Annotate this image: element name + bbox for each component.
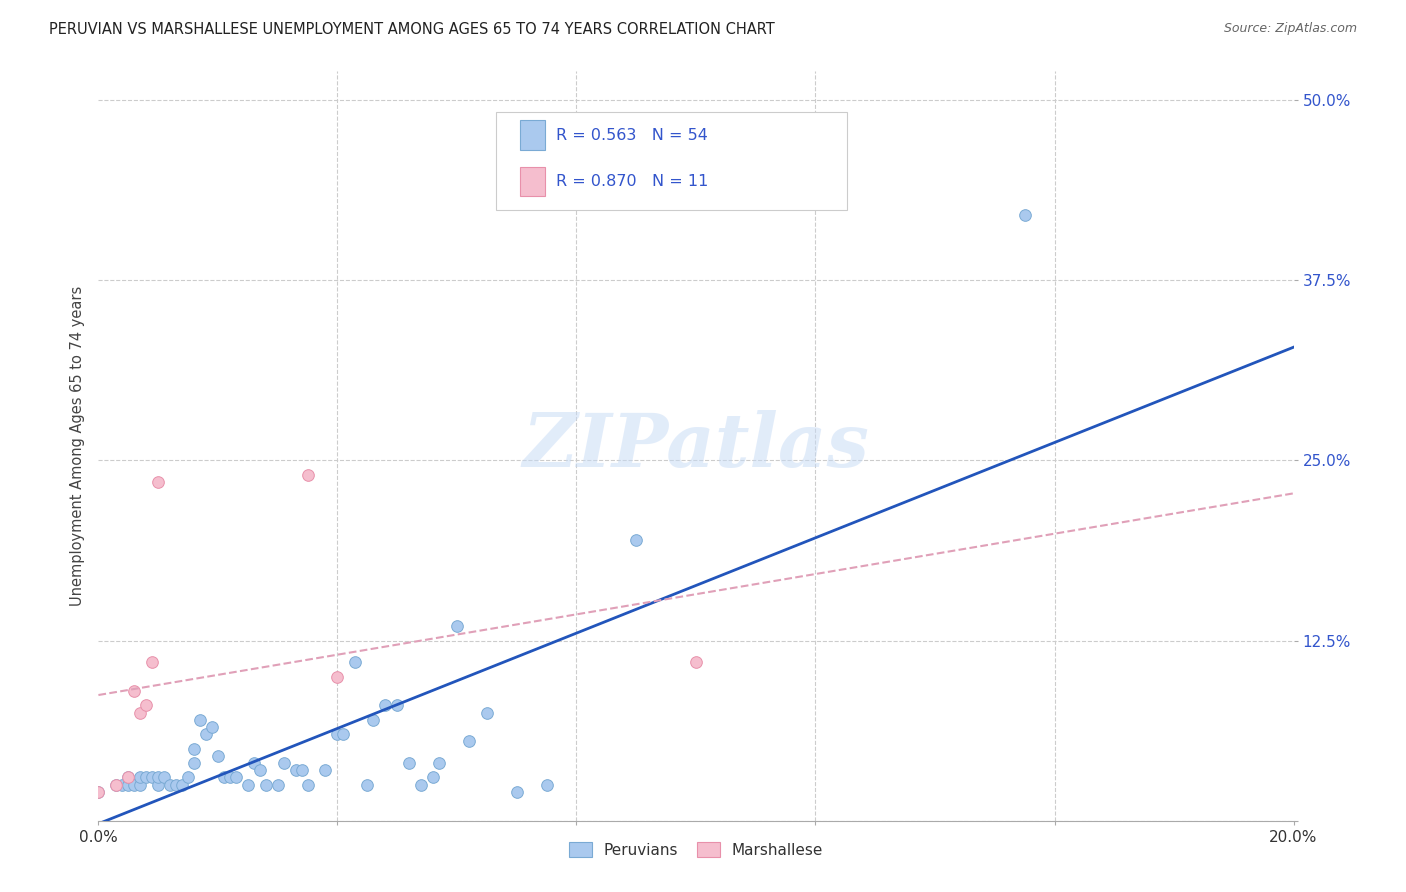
- Point: [207, 748, 229, 763]
- Legend: Peruvians, Marshallese: Peruvians, Marshallese: [561, 834, 831, 865]
- Y-axis label: Unemployment Among Ages 65 to 74 years: Unemployment Among Ages 65 to 74 years: [69, 285, 84, 607]
- Point: [685, 655, 707, 669]
- Point: [315, 763, 337, 777]
- Point: [105, 778, 128, 792]
- Point: [129, 706, 152, 720]
- Point: [87, 785, 110, 799]
- Point: [427, 756, 450, 770]
- Point: [446, 619, 468, 633]
- Point: [411, 778, 433, 792]
- Point: [141, 655, 163, 669]
- Point: [148, 771, 170, 785]
- Point: [506, 785, 529, 799]
- Point: [385, 698, 409, 713]
- Point: [135, 771, 157, 785]
- Point: [626, 533, 648, 547]
- Point: [129, 771, 152, 785]
- Point: [153, 771, 176, 785]
- Point: [291, 763, 314, 777]
- Point: [236, 778, 259, 792]
- Point: [183, 741, 205, 756]
- Point: [129, 778, 152, 792]
- Point: [254, 778, 277, 792]
- Point: [243, 756, 266, 770]
- Point: [356, 778, 378, 792]
- Point: [458, 734, 481, 748]
- Text: ZIPatlas: ZIPatlas: [523, 409, 869, 483]
- Point: [332, 727, 354, 741]
- Point: [297, 467, 319, 482]
- Point: [284, 763, 307, 777]
- Point: [344, 655, 367, 669]
- Point: [135, 698, 157, 713]
- Point: [326, 727, 349, 741]
- Point: [374, 698, 396, 713]
- Point: [165, 778, 187, 792]
- Point: [124, 684, 146, 698]
- Text: PERUVIAN VS MARSHALLESE UNEMPLOYMENT AMONG AGES 65 TO 74 YEARS CORRELATION CHART: PERUVIAN VS MARSHALLESE UNEMPLOYMENT AMO…: [49, 22, 775, 37]
- Point: [249, 763, 271, 777]
- Point: [117, 771, 139, 785]
- Point: [225, 771, 247, 785]
- Point: [117, 771, 139, 785]
- Point: [267, 778, 290, 792]
- Point: [172, 778, 194, 792]
- Point: [183, 756, 205, 770]
- Point: [273, 756, 295, 770]
- Point: [148, 475, 170, 489]
- Point: [475, 706, 498, 720]
- Point: [219, 771, 242, 785]
- Point: [201, 720, 224, 734]
- Point: [159, 778, 181, 792]
- Point: [87, 785, 110, 799]
- Point: [363, 713, 385, 727]
- Text: Source: ZipAtlas.com: Source: ZipAtlas.com: [1223, 22, 1357, 36]
- Point: [326, 669, 349, 683]
- Text: R = 0.563   N = 54: R = 0.563 N = 54: [557, 128, 709, 143]
- Point: [195, 727, 218, 741]
- Point: [111, 778, 134, 792]
- Point: [124, 778, 146, 792]
- Point: [148, 778, 170, 792]
- Point: [105, 778, 128, 792]
- Point: [536, 778, 558, 792]
- Text: R = 0.870   N = 11: R = 0.870 N = 11: [557, 174, 709, 189]
- Point: [297, 778, 319, 792]
- Point: [188, 713, 211, 727]
- Point: [177, 771, 200, 785]
- Point: [212, 771, 235, 785]
- Point: [1014, 209, 1036, 223]
- Point: [398, 756, 420, 770]
- Point: [141, 771, 163, 785]
- Point: [422, 771, 444, 785]
- Point: [117, 778, 139, 792]
